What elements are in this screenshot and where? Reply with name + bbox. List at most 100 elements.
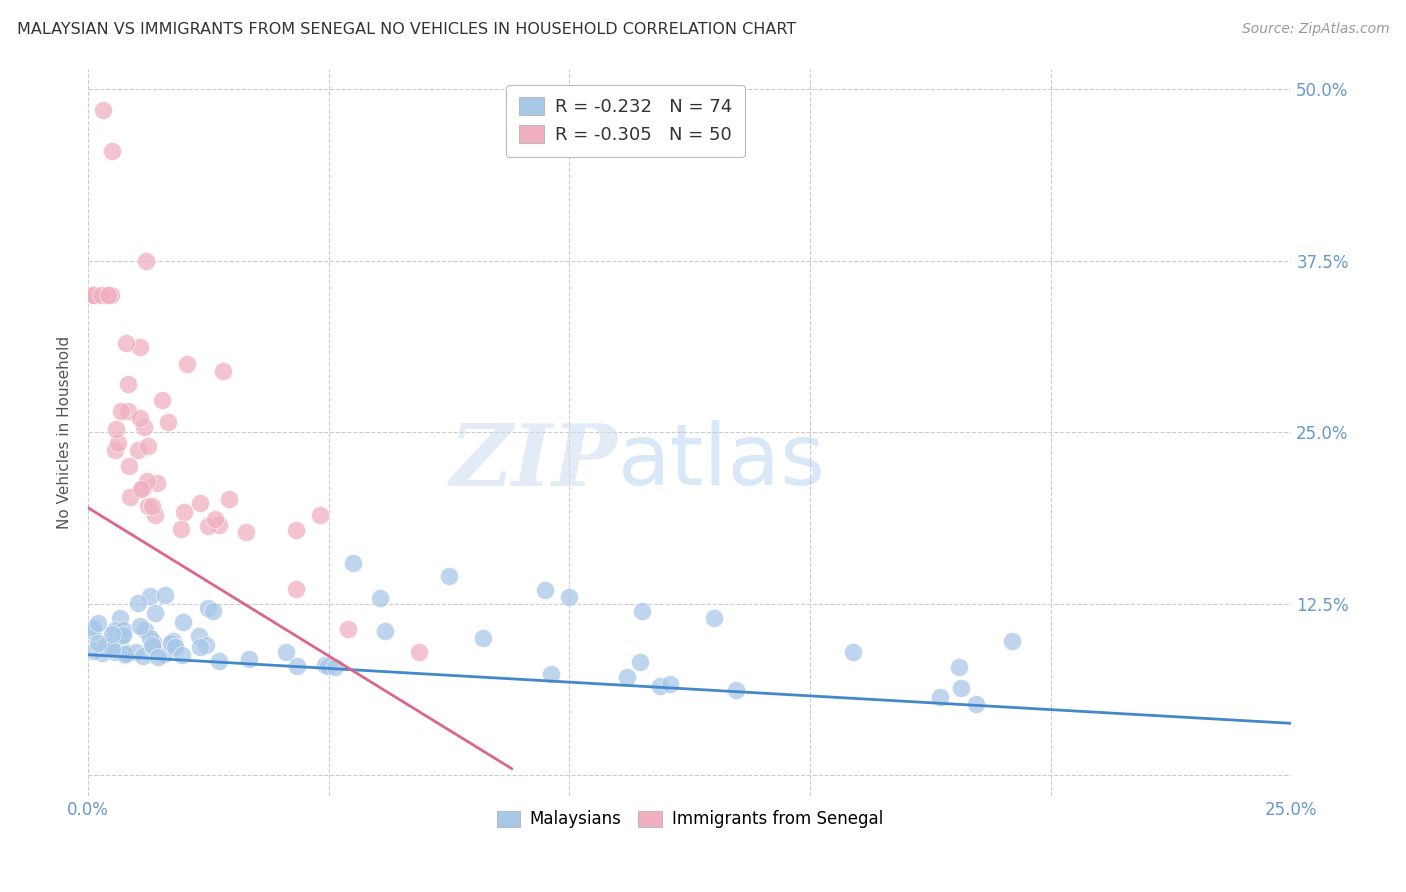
Y-axis label: No Vehicles in Household: No Vehicles in Household [58,335,72,529]
Point [91,103,114,117]
Point [212,363,235,377]
Point [437,569,460,583]
Point [134,420,156,434]
Text: MALAYSIAN VS IMMIGRANTS FROM SENEGAL NO VEHICLES IN HOUSEHOLD CORRELATION CHART: MALAYSIAN VS IMMIGRANTS FROM SENEGAL NO … [17,22,796,37]
Point [138,589,160,603]
Text: atlas: atlas [617,420,825,503]
Point [342,556,364,570]
Point [949,681,972,696]
Point [82,624,104,639]
Point [285,658,308,673]
Legend: Malaysians, Immigrants from Senegal: Malaysians, Immigrants from Senegal [489,804,890,835]
Point [112,627,135,641]
Point [96,640,118,654]
Point [163,639,186,653]
Point [118,490,141,504]
Point [131,482,153,496]
Point [87,636,110,650]
Point [82,288,104,302]
Point [84,288,107,302]
Point [616,670,638,684]
Point [83,288,105,302]
Point [142,635,165,649]
Point [162,633,184,648]
Point [135,253,157,268]
Point [197,600,219,615]
Point [90,288,112,302]
Point [129,619,152,633]
Point [143,508,166,523]
Point [132,649,155,664]
Point [117,404,139,418]
Point [138,499,160,513]
Point [368,591,391,605]
Point [176,358,198,372]
Point [408,644,430,658]
Point [150,392,173,407]
Point [97,288,120,302]
Point [105,422,128,436]
Point [724,683,747,698]
Point [108,611,131,625]
Point [138,631,160,645]
Point [135,474,157,488]
Point [142,640,165,655]
Point [841,645,863,659]
Point [188,496,211,510]
Point [104,442,127,457]
Point [141,499,163,513]
Point [127,442,149,457]
Point [115,646,138,660]
Point [188,629,211,643]
Point [534,583,557,598]
Point [374,624,396,638]
Point [965,697,987,711]
Point [141,638,163,652]
Point [238,652,260,666]
Point [197,518,219,533]
Point [170,648,193,663]
Point [235,524,257,539]
Point [91,646,114,660]
Point [160,636,183,650]
Point [928,690,950,704]
Point [316,659,339,673]
Point [170,523,193,537]
Point [104,645,127,659]
Point [285,582,308,597]
Point [188,640,211,655]
Point [134,623,156,637]
Point [143,606,166,620]
Point [323,660,346,674]
Point [129,410,152,425]
Point [153,588,176,602]
Point [336,622,359,636]
Point [83,644,105,658]
Point [274,645,297,659]
Point [172,615,194,630]
Point [208,518,231,533]
Point [112,623,135,637]
Point [114,647,136,661]
Point [107,435,129,450]
Point [173,505,195,519]
Point [83,288,105,302]
Point [204,512,226,526]
Point [111,628,134,642]
Point [117,377,139,392]
Point [104,623,127,637]
Point [648,679,671,693]
Point [540,667,562,681]
Point [195,638,218,652]
Point [110,404,132,418]
Text: Source: ZipAtlas.com: Source: ZipAtlas.com [1241,22,1389,37]
Point [630,604,652,618]
Point [101,144,124,158]
Point [114,648,136,663]
Point [153,648,176,662]
Point [97,288,120,302]
Point [703,610,725,624]
Point [146,475,169,490]
Point [628,655,651,669]
Point [309,508,332,523]
